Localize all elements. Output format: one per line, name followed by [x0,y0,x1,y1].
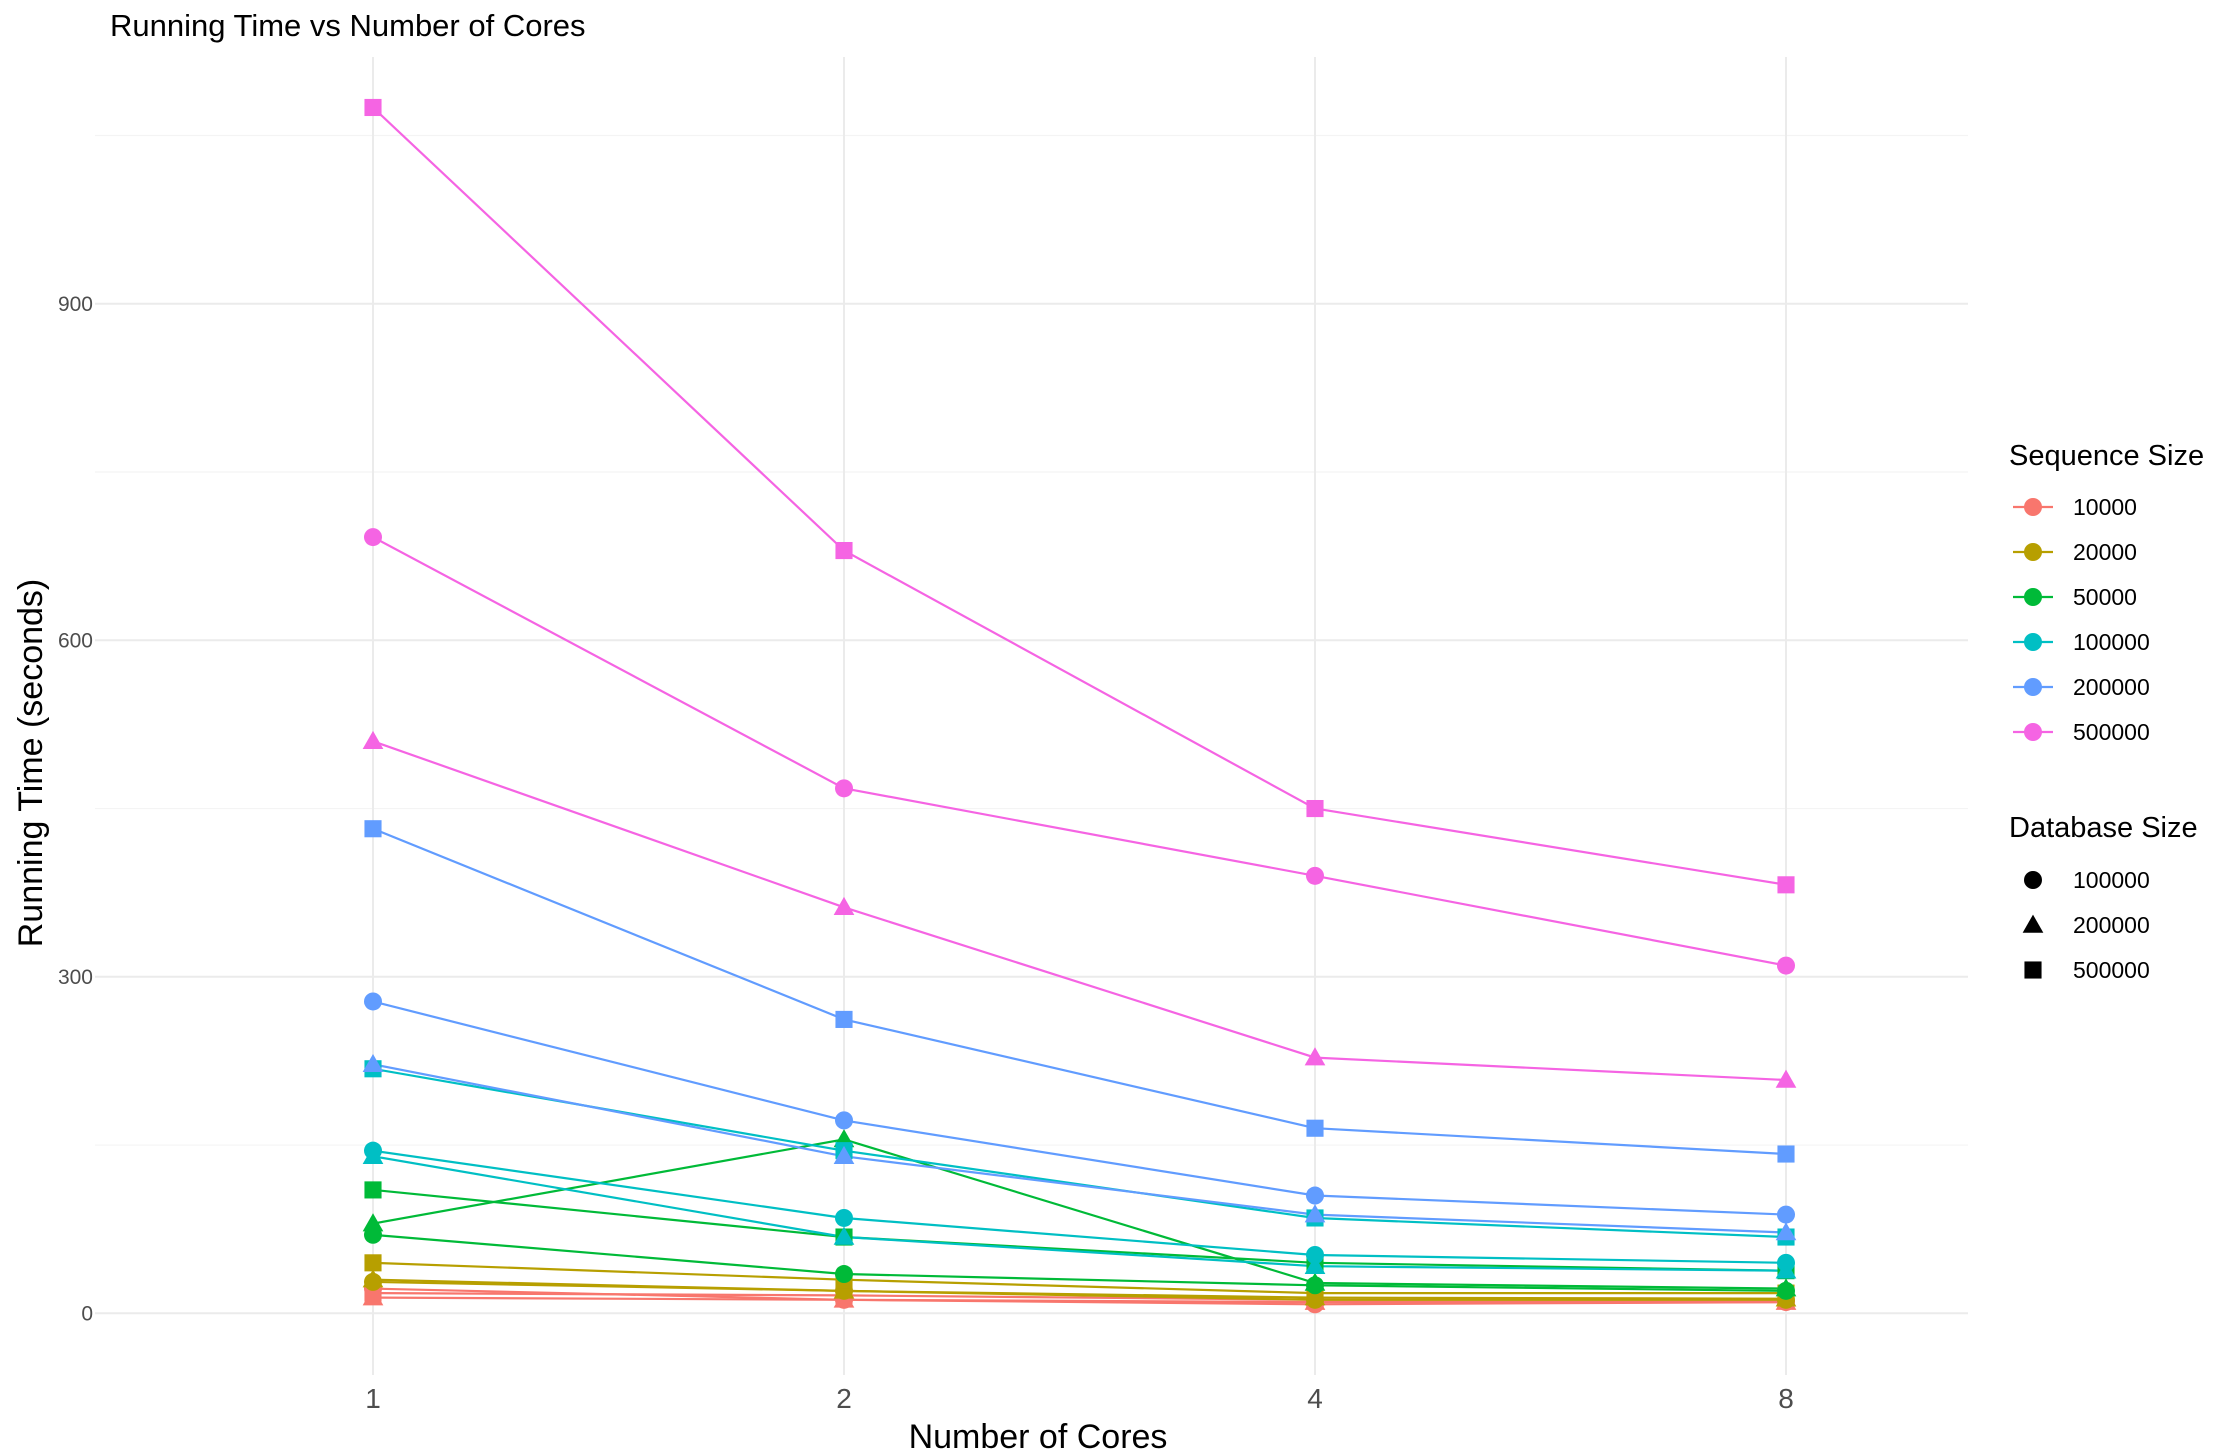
data-point-seq-500000-db-500000 [1306,799,1324,818]
data-point-seq-200000-db-500000 [1306,1119,1324,1137]
data-point-seq-50000-db-500000 [364,1181,382,1199]
data-point-seq-200000-db-100000 [1306,1186,1324,1205]
data-point-seq-500000-db-500000 [835,541,853,560]
series-points [362,98,1797,1314]
data-point-seq-500000-db-200000 [362,730,384,750]
data-point-seq-50000-db-200000 [1304,1272,1326,1291]
legend-key-point [2024,543,2042,561]
y-axis-title: Running Time (seconds) [12,579,50,948]
series-line-seq-20000-db-200000 [372,1278,1787,1300]
data-point-seq-20000-db-500000 [364,1254,382,1272]
series-line-seq-200000-db-500000 [372,827,1787,1156]
data-point-seq-500000-db-500000 [364,98,382,117]
series-lines [372,106,1787,1306]
legend-shape-circle [2024,871,2042,889]
data-point-seq-100000-db-200000 [1775,1260,1797,1279]
data-point-seq-200000-db-100000 [364,992,382,1011]
legend-label: 10000 [2073,494,2137,520]
series-line-seq-100000-db-100000 [372,1149,1787,1264]
series-line-seq-500000-db-500000 [372,106,1787,886]
chart-title: Running Time vs Number of Cores [110,8,586,43]
data-point-seq-100000-db-200000 [362,1145,384,1165]
series-line-seq-20000-db-500000 [372,1261,1786,1295]
data-point-seq-500000-db-200000 [1304,1047,1326,1066]
series-line-seq-500000-db-200000 [372,740,1787,1082]
legend-key-point [2024,498,2042,516]
legend-key-point [2024,588,2042,606]
data-point-seq-50000-db-200000 [362,1213,384,1232]
data-point-seq-200000-db-200000 [833,1145,855,1165]
y-tick-label: 0 [81,1302,93,1325]
data-point-seq-100000-db-100000 [1306,1245,1324,1264]
data-point-seq-500000-db-100000 [835,779,853,798]
data-point-seq-100000-db-200000 [1304,1255,1326,1274]
data-point-seq-200000-db-200000 [1304,1204,1326,1223]
x-tick-label: 2 [836,1383,852,1414]
data-point-seq-50000-db-200000 [1775,1278,1797,1297]
data-point-seq-200000-db-200000 [1775,1222,1797,1241]
series-line-seq-200000-db-200000 [372,1063,1787,1234]
data-point-seq-20000-db-200000 [833,1280,855,1299]
axis-ticks: 0 300 600 900 1 2 4 8 [58,293,1794,1414]
data-point-seq-200000-db-200000 [362,1053,384,1073]
data-point-seq-200000-db-100000 [1777,1205,1795,1224]
data-point-seq-500000-db-200000 [833,896,855,916]
data-point-seq-200000-db-500000 [364,820,382,838]
legend-sequence-size: Sequence Size 10000 20000 50000 100000 20000… [2009,440,2204,745]
legend-shape-square [2024,961,2042,979]
legend-database-size: Database Size 100000 200000 500000 [2009,812,2198,983]
series-line-seq-10000-db-200000 [372,1296,1786,1304]
legend-label: 100000 [2073,867,2150,893]
y-tick-label: 300 [58,966,93,989]
legend-label: 200000 [2073,912,2150,938]
series-line-seq-50000-db-500000 [372,1188,1787,1272]
series-line-seq-100000-db-200000 [372,1155,1787,1272]
data-point-seq-200000-db-100000 [835,1111,853,1130]
data-point-seq-500000-db-200000 [1775,1069,1797,1088]
data-point-seq-20000-db-200000 [362,1269,384,1288]
data-point-seq-500000-db-100000 [1306,866,1324,885]
x-tick-label: 1 [365,1383,381,1414]
data-point-seq-500000-db-100000 [364,528,382,547]
x-tick-label: 8 [1778,1383,1794,1414]
series-line-seq-500000-db-100000 [372,536,1787,967]
x-tick-label: 4 [1307,1383,1323,1414]
series-line-seq-50000-db-200000 [372,1138,1787,1290]
legend-label: 50000 [2073,584,2137,610]
x-axis-title: Number of Cores [909,1418,1168,1455]
legend-label: 100000 [2073,629,2150,655]
y-tick-label: 900 [58,293,93,316]
legend-label: 500000 [2073,719,2150,745]
legend-key-point [2024,678,2042,696]
legend-label: 200000 [2073,674,2150,700]
data-point-seq-200000-db-500000 [835,1010,853,1028]
legend-key-point [2024,723,2042,741]
legend-sequence-size-title: Sequence Size [2009,440,2204,472]
legend-label: 500000 [2073,957,2150,983]
legend-key-point [2024,633,2042,651]
legend-shape-triangle [2022,914,2044,933]
series-line-seq-200000-db-100000 [372,1000,1787,1216]
data-point-seq-100000-db-200000 [833,1226,855,1245]
data-point-seq-100000-db-100000 [835,1208,853,1227]
data-point-seq-500000-db-100000 [1777,956,1795,975]
data-point-seq-50000-db-100000 [835,1265,853,1284]
data-point-seq-500000-db-500000 [1777,876,1795,894]
legend-label: 20000 [2073,539,2137,565]
y-tick-label: 600 [58,629,93,652]
legend-database-size-title: Database Size [2009,812,2198,844]
series-line-seq-50000-db-100000 [372,1233,1787,1292]
data-point-seq-200000-db-500000 [1777,1145,1795,1163]
